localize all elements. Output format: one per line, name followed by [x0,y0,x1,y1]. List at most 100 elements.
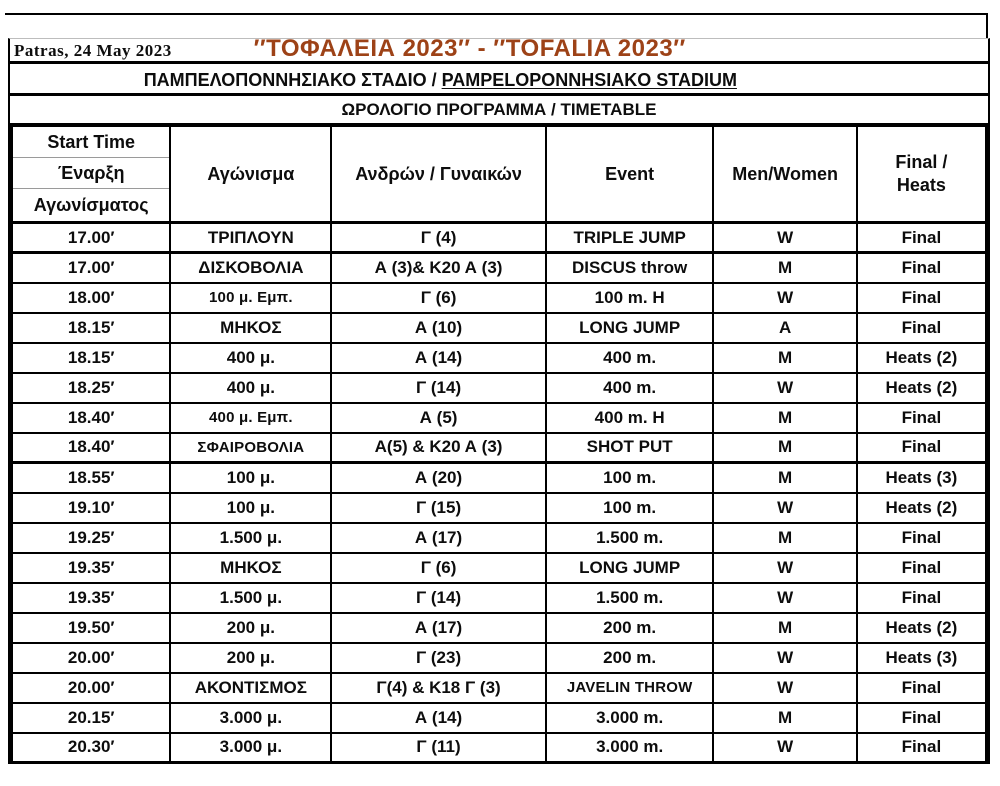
final-heats-label-1: Final / [895,152,948,172]
final-heats-label-2: Heats [896,175,946,195]
cell-time: 20.15′ [10,701,172,734]
table-row: 19.25′ 1.500 μ. Α (17) 1.500 m. M Final [10,521,988,554]
cell-event-en: LONG JUMP [544,311,715,344]
cell-time: 17.00′ [10,221,172,254]
table-row: 19.50′ 200 μ. Α (17) 200 m. M Heats (2) [10,611,988,644]
cell-time: 17.00′ [10,251,172,284]
cell-time: 20.30′ [10,731,172,764]
cell-gender: A [712,311,858,344]
cell-event-en: 1.500 m. [544,521,715,554]
cell-event-en: 200 m. [544,641,715,674]
column-header-start-time: Start Time Έναρξη Αγωνίσματος [10,124,172,224]
column-header-event-english: Event [544,124,715,224]
table-row: 20.00′ ΑΚΟΝΤΙΣΜΟΣ Γ(4) & Κ18 Γ (3) JAVELIN … [10,671,988,704]
competition-title: ′′ΤΟΦΑΛΕΙΑ 2023′′ - ′′TOFALIA 2023′′ [253,35,686,62]
cell-gender: W [712,491,858,524]
table-row: 18.40′ ΣΦΑΙΡΟΒΟΛΙΑ Α(5) & Κ20 Α (3) SHOT PU… [10,431,988,464]
cell-round: Final [855,671,988,704]
cell-entries: Γ (23) [330,641,547,674]
cell-time: 19.50′ [10,611,172,644]
cell-event-gr: ΜΗΚΟΣ [169,551,333,584]
cell-round: Heats (2) [855,371,988,404]
cell-time: 19.10′ [10,491,172,524]
cell-entries: Α (10) [330,311,547,344]
cell-gender: M [712,431,858,464]
title-row: Patras, 24 May 2023 ′′ΤΟΦΑΛΕΙΑ 2023′′ - … [10,35,988,64]
cell-entries: Α(5) & Κ20 Α (3) [330,431,547,464]
cell-event-en: 100 m. [544,491,715,524]
table-row: 20.15′ 3.000 μ. Α (14) 3.000 m. M Final [10,701,988,734]
cell-event-en: TRIPLE JUMP [544,221,715,254]
cell-round: Final [855,221,988,254]
cell-event-gr: 100 μ. Εμπ. [169,281,333,314]
cell-event-en: SHOT PUT [544,431,715,464]
cell-event-gr: 400 μ. [169,371,333,404]
cell-event-gr: 3.000 μ. [169,731,333,764]
cell-gender: W [712,641,858,674]
cell-round: Final [855,281,988,314]
start-time-label-en: Start Time [14,129,169,158]
cell-event-en: 400 m. H [544,401,715,434]
cell-event-en: 3.000 m. [544,701,715,734]
cell-gender: W [712,551,858,584]
cell-entries: Α (3)& Κ20 Α (3) [330,251,547,284]
cell-time: 19.35′ [10,551,172,584]
cell-gender: M [712,701,858,734]
cell-time: 18.40′ [10,401,172,434]
timetable-body: 17.00′ ΤΡΙΠΛΟΥΝ Γ (4) TRIPLE JUMP W Final 17.0… [10,221,988,764]
column-header-event-greek: Αγώνισμα [169,124,333,224]
cell-event-gr: 200 μ. [169,641,333,674]
cell-entries: Γ (6) [330,551,547,584]
cell-round: Heats (3) [855,461,988,494]
cell-event-gr: 3.000 μ. [169,701,333,734]
cell-gender: W [712,371,858,404]
cell-entries: Α (17) [330,521,547,554]
cell-entries: Γ(4) & Κ18 Γ (3) [330,671,547,704]
cell-round: Final [855,731,988,764]
stadium-name-english: PAMPELOPONNHSIAKO STADIUM [441,70,737,90]
cell-time: 20.00′ [10,671,172,704]
cell-round: Final [855,521,988,554]
cell-round: Final [855,311,988,344]
stadium-name-greek: ΠΑΜΠΕΛΟΠΟΝΝΗΣΙΑΚΟ ΣΤΑΔΙΟ [143,70,427,90]
cell-time: 18.40′ [10,431,172,464]
table-row: 19.10′ 100 μ. Γ (15) 100 m. W Heats (2) [10,491,988,524]
cell-gender: M [712,611,858,644]
start-time-label-gr-1: Έναρξη [14,158,169,189]
cell-event-gr: ΣΦΑΙΡΟΒΟΛΙΑ [169,431,333,464]
column-header-men-women: Men/Women [712,124,858,224]
timetable-document: Patras, 24 May 2023 ′′ΤΟΦΑΛΕΙΑ 2023′′ - … [8,35,990,764]
cell-event-gr: 400 μ. [169,341,333,374]
cell-entries: Γ (14) [330,371,547,404]
cell-round: Final [855,701,988,734]
table-row: 20.30′ 3.000 μ. Γ (11) 3.000 m. W Final [10,731,988,764]
date-location: Patras, 24 May 2023 [14,41,172,60]
cell-time: 20.00′ [10,641,172,674]
cell-event-en: 100 m. H [544,281,715,314]
cell-event-en: 400 m. [544,341,715,374]
cell-event-gr: 1.500 μ. [169,581,333,614]
table-row: 18.00′ 100 μ. Εμπ. Γ (6) 100 m. H W Final [10,281,988,314]
cell-event-gr: ΑΚΟΝΤΙΣΜΟΣ [169,671,333,704]
table-row: 17.00′ ΔΙΣΚΟΒΟΛΙΑ Α (3)& Κ20 Α (3) DISCUS t… [10,251,988,284]
cell-time: 19.35′ [10,581,172,614]
cell-gender: W [712,671,858,704]
cell-event-gr: 1.500 μ. [169,521,333,554]
cell-event-en: DISCUS throw [544,251,715,284]
cell-gender: M [712,401,858,434]
table-row: 19.35′ ΜΗΚΟΣ Γ (6) LONG JUMP W Final [10,551,988,584]
cell-round: Heats (2) [855,341,988,374]
cell-gender: W [712,221,858,254]
cell-event-en: 1.500 m. [544,581,715,614]
cell-gender: W [712,281,858,314]
stadium-separator: / [426,70,442,90]
cell-event-gr: ΔΙΣΚΟΒΟΛΙΑ [169,251,333,284]
table-row: 18.15′ 400 μ. Α (14) 400 m. M Heats (2) [10,341,988,374]
column-header-entries: Ανδρών / Γυναικών [330,124,547,224]
cell-event-en: 3.000 m. [544,731,715,764]
cell-entries: Α (14) [330,341,547,374]
timetable-subtitle: ΩΡΟΛΟΓΙΟ ΠΡΟΓΡΑΜΜΑ / TIMETABLE [341,100,657,119]
table-header-row: Start Time Έναρξη Αγωνίσματος Αγώνισμα Α… [10,124,988,224]
table-row: 18.40′ 400 μ. Εμπ. Α (5) 400 m. H M Final [10,401,988,434]
table-row: 20.00′ 200 μ. Γ (23) 200 m. W Heats (3) [10,641,988,674]
